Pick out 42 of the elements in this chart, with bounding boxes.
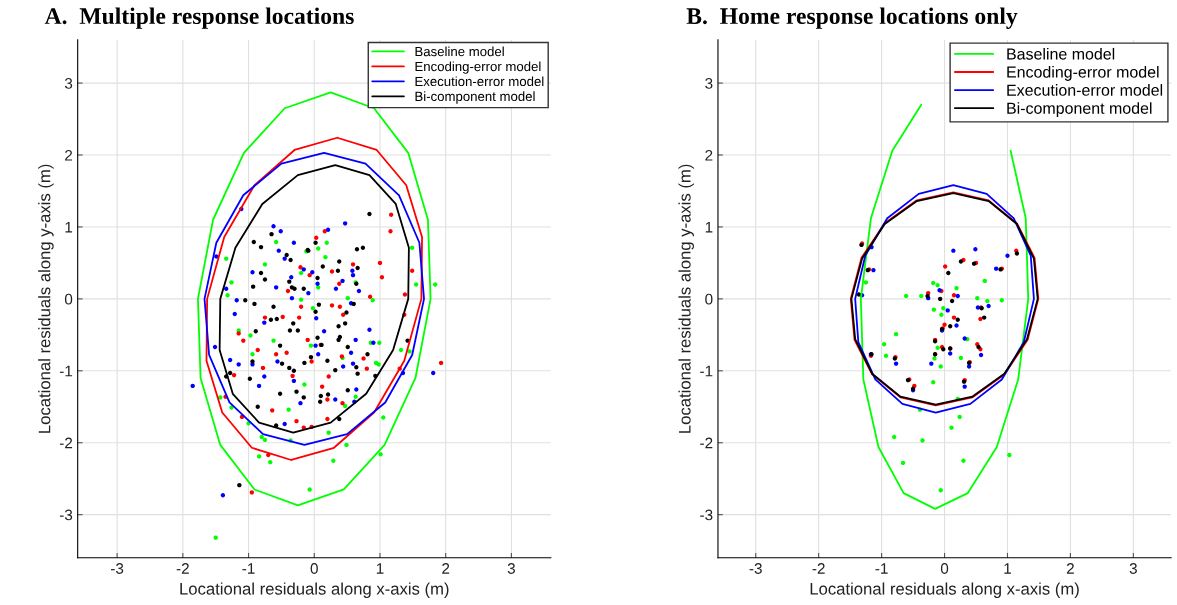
legend-label: Bi-component model [1007,102,1152,118]
y-tick-label: 3 [64,77,73,89]
y-tick-label: -3 [700,509,713,521]
y-tick-label: -1 [700,365,713,377]
y-tick-label: 1 [65,221,73,233]
y-tick-label: -1 [59,365,73,377]
x-tick-label: -1 [875,563,888,574]
y-tick-label: 2 [65,149,73,161]
y-axis-title: Locational residuals along y-axis (m) [678,164,694,433]
x-axis-title: Locational residuals along x-axis (m) [180,582,449,598]
chart-title: B. Home response locations only [686,7,1018,29]
legend-label: Execution-error model [1007,84,1163,96]
x-axis-title: Locational residuals along x-axis (m) [810,582,1079,598]
x-tick-label: -3 [749,563,762,574]
x-tick-label: -3 [111,563,124,574]
y-tick-label: -3 [59,509,73,521]
legend-label: Baseline model [415,46,504,57]
y-tick-label: -2 [59,437,73,449]
x-tick-label: 3 [507,563,515,574]
legend-label: Baseline model [1007,47,1115,60]
x-tick-label: -1 [242,563,255,574]
x-tick-label: -2 [176,563,189,574]
chart-title: A. Multiple response locations [44,7,354,29]
x-tick-label: 1 [376,563,384,574]
x-tick-label: 0 [940,563,949,574]
x-tick-label: 1 [1004,563,1011,574]
x-tick-label: 3 [1129,563,1137,574]
x-tick-label: 0 [310,563,318,574]
x-tick-label: -2 [812,563,825,574]
legend-label: Bi-component model [415,91,535,104]
y-tick-label: 2 [705,149,713,161]
y-tick-label: 0 [705,293,713,305]
x-tick-label: 2 [1066,563,1074,574]
legend-label: Encoding-error model [415,61,541,74]
y-tick-label: -2 [700,437,713,449]
y-tick-label: 1 [705,221,713,233]
y-tick-label: 0 [64,293,73,305]
y-tick-label: 3 [705,77,713,89]
y-axis-title: Locational residuals along y-axis (m) [38,164,54,433]
x-tick-label: 2 [442,563,450,574]
legend-label: Encoding-error model [1007,66,1159,81]
legend-label: Execution-error model [415,76,544,87]
